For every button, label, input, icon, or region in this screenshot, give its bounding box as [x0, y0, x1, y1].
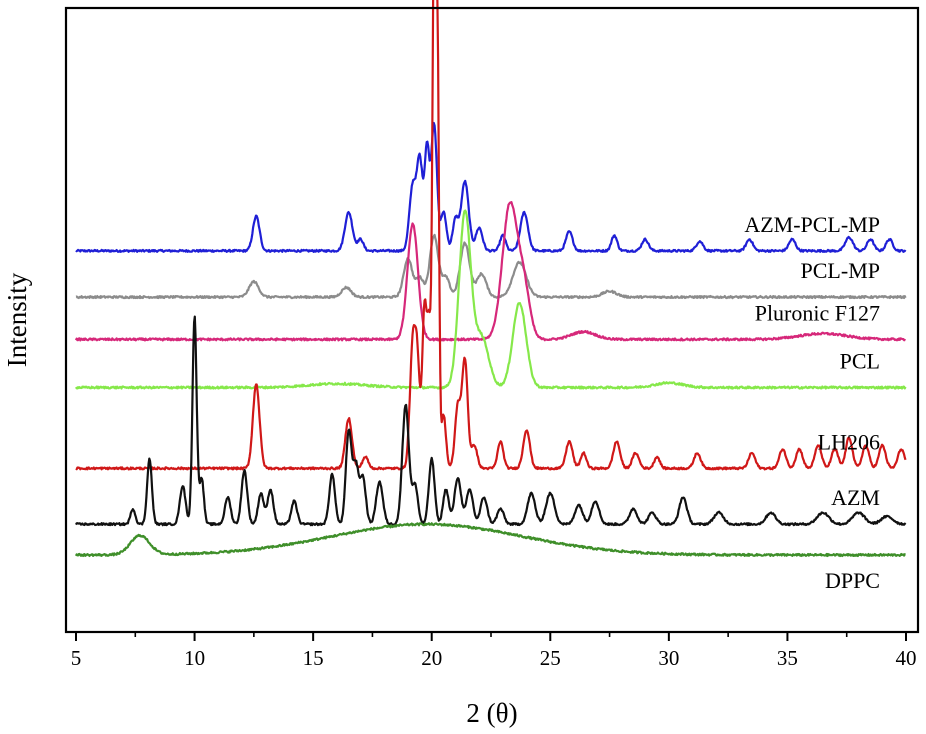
- x-tick-label: 25: [540, 646, 561, 670]
- series-label-pcl: PCL: [840, 349, 880, 374]
- series-line-pluronic-f127: [74, 201, 906, 342]
- series-line-dppc: [75, 522, 906, 558]
- x-axis-label: 2 (θ): [466, 698, 517, 728]
- x-axis-ticks: 5 10 15 20 25 30 35 40: [71, 632, 917, 670]
- series-label-pluronic-f127: Pluronic F127: [755, 300, 880, 325]
- series-line-azm-pcl-mp: [75, 121, 907, 253]
- x-tick-label: 30: [658, 646, 679, 670]
- x-tick-label: 10: [184, 646, 205, 670]
- series-line-azm: [75, 315, 907, 527]
- series-label-azm-pcl-mp: AZM-PCL-MP: [744, 212, 880, 237]
- y-axis-label: Intensity: [2, 272, 32, 367]
- plot-area: AZM-PCL-MP PCL-MP Pluronic F127 PCL LH206 AZM…: [74, 0, 907, 593]
- series-label-lh206: LH206: [818, 429, 880, 454]
- series-label-dppc: DPPC: [825, 568, 880, 593]
- series-line-pcl-mp: [75, 233, 907, 300]
- x-tick-label: 20: [421, 646, 442, 670]
- x-tick-label: 40: [896, 646, 917, 670]
- x-tick-label: 5: [71, 646, 82, 670]
- series-label-azm: AZM: [831, 485, 880, 510]
- x-tick-label: 35: [777, 646, 798, 670]
- series-label-pcl-mp: PCL-MP: [801, 258, 880, 283]
- plot-frame: [64, 6, 920, 634]
- series-line-pcl: [75, 209, 907, 390]
- series-line-lh206: [75, 0, 907, 471]
- x-tick-label: 15: [303, 646, 324, 670]
